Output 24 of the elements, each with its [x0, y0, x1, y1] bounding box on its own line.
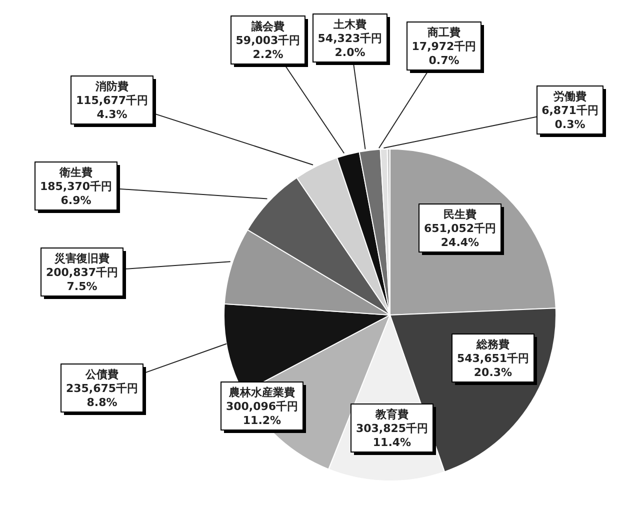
slice-label: 労働費: [554, 90, 586, 103]
slice-label: 総務費: [476, 338, 510, 351]
slice-label: 農林水産業費: [228, 386, 295, 399]
data-label: 185,370千円 6.9%: [40, 180, 112, 207]
data-label: 200,837千円 7.5%: [46, 266, 118, 293]
data-label: 6,871千円 0.3%: [542, 104, 598, 131]
data-label: 59,003千円 2.2%: [236, 34, 300, 61]
data-label: 17,972千円 0.7%: [412, 40, 476, 67]
slice-label: 民生費: [444, 208, 476, 221]
slice-label: 衛生費: [58, 166, 92, 179]
slice-label: 消防費: [94, 80, 128, 93]
data-label: 235,675千円 8.8%: [66, 382, 138, 409]
data-label: 543,651千円 20.3%: [456, 352, 530, 379]
slice-label: 公債費: [84, 368, 118, 381]
slice-label: 議会費: [250, 20, 284, 33]
data-label: 115,677千円 4.3%: [76, 94, 148, 121]
slice-label: 土木費: [332, 18, 366, 31]
slice-label: 災害復旧費: [54, 252, 110, 265]
data-label: 54,323千円 2.0%: [318, 32, 382, 59]
data-label: 300,096千円 11.2%: [226, 400, 298, 427]
data-label: 651,052千円 24.4%: [424, 222, 496, 249]
slice-label: 商工費: [426, 26, 460, 39]
data-label: 303,825千円 11.4%: [356, 422, 428, 449]
slice-label: 教育費: [374, 408, 408, 421]
